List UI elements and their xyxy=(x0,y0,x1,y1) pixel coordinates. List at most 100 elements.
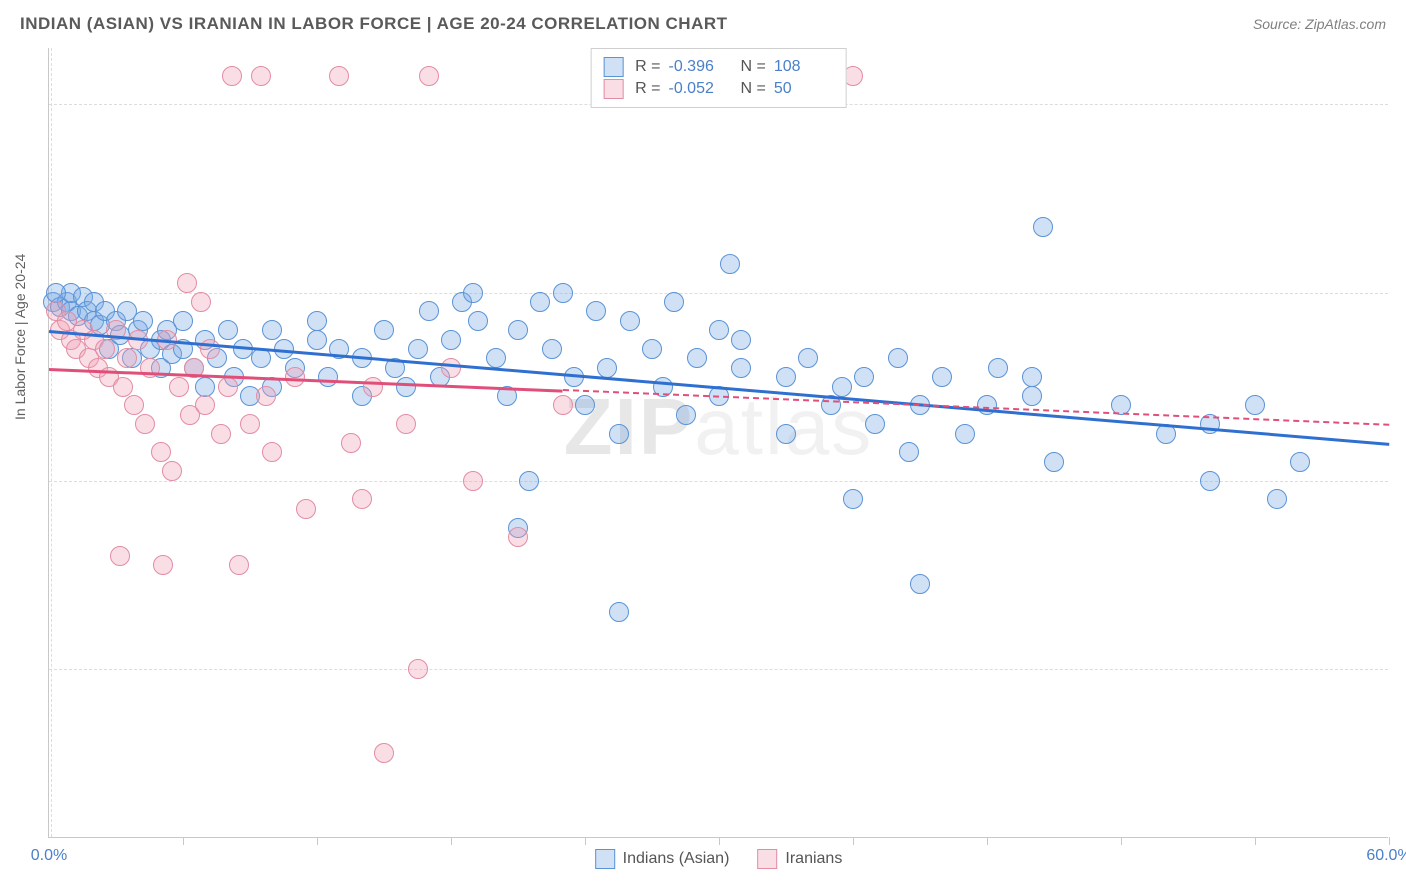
data-point xyxy=(296,499,316,519)
x-tick-label: 60.0% xyxy=(1366,847,1406,865)
data-point xyxy=(374,743,394,763)
data-point xyxy=(575,395,595,415)
data-point xyxy=(709,320,729,340)
legend-item: Iranians xyxy=(757,849,842,869)
data-point xyxy=(124,395,144,415)
legend-label: Iranians xyxy=(785,850,842,868)
x-tick-label: 0.0% xyxy=(31,847,67,865)
data-point xyxy=(211,424,231,444)
data-point xyxy=(441,330,461,350)
data-point xyxy=(687,348,707,368)
y-tick-label: 100.0% xyxy=(1396,95,1406,113)
x-tick xyxy=(1255,837,1256,845)
x-tick xyxy=(585,837,586,845)
data-point xyxy=(408,339,428,359)
n-value: 108 xyxy=(774,58,834,76)
data-point xyxy=(396,377,416,397)
data-point xyxy=(262,442,282,462)
x-tick xyxy=(183,837,184,845)
legend-swatch xyxy=(603,57,623,77)
series-legend: Indians (Asian) Iranians xyxy=(595,849,843,869)
data-point xyxy=(1200,471,1220,491)
data-point xyxy=(151,442,171,462)
data-point xyxy=(46,283,66,303)
data-point xyxy=(865,414,885,434)
data-point xyxy=(329,66,349,86)
data-point xyxy=(318,367,338,387)
data-point xyxy=(642,339,662,359)
data-point xyxy=(463,471,483,491)
scatter-chart: R =-0.396N =108R =-0.052N =50 ZIPatlas I… xyxy=(48,48,1388,838)
data-point xyxy=(1033,217,1053,237)
data-point xyxy=(888,348,908,368)
data-point xyxy=(798,348,818,368)
data-point xyxy=(597,358,617,378)
n-label: N = xyxy=(741,58,766,76)
data-point xyxy=(110,546,130,566)
data-point xyxy=(218,320,238,340)
data-point xyxy=(419,301,439,321)
gridline-horizontal xyxy=(49,669,1388,670)
data-point xyxy=(191,292,211,312)
data-point xyxy=(731,330,751,350)
data-point xyxy=(408,659,428,679)
x-tick xyxy=(1389,837,1390,845)
y-axis-label: In Labor Force | Age 20-24 xyxy=(12,254,28,420)
chart-title: INDIAN (ASIAN) VS IRANIAN IN LABOR FORCE… xyxy=(20,14,728,34)
data-point xyxy=(396,414,416,434)
data-point xyxy=(153,555,173,575)
gridline-vertical xyxy=(51,48,52,837)
data-point xyxy=(341,433,361,453)
data-point xyxy=(508,320,528,340)
x-tick xyxy=(987,837,988,845)
data-point xyxy=(519,471,539,491)
data-point xyxy=(843,489,863,509)
x-tick xyxy=(853,837,854,845)
data-point xyxy=(200,339,220,359)
x-tick xyxy=(317,837,318,845)
data-point xyxy=(222,66,242,86)
data-point xyxy=(162,461,182,481)
legend-label: Indians (Asian) xyxy=(623,850,730,868)
data-point xyxy=(955,424,975,444)
n-label: N = xyxy=(741,80,766,98)
data-point xyxy=(620,311,640,331)
data-point xyxy=(133,311,153,331)
data-point xyxy=(776,424,796,444)
data-point xyxy=(468,311,488,331)
data-point xyxy=(262,320,282,340)
data-point xyxy=(609,424,629,444)
data-point xyxy=(177,273,197,293)
n-value: 50 xyxy=(774,80,834,98)
data-point xyxy=(95,339,115,359)
data-point xyxy=(1044,452,1064,472)
data-point xyxy=(463,283,483,303)
y-tick-label: 60.0% xyxy=(1396,472,1406,490)
x-tick xyxy=(1121,837,1122,845)
legend-row: R =-0.052N =50 xyxy=(603,79,834,99)
source-credit: Source: ZipAtlas.com xyxy=(1253,16,1386,32)
legend-swatch xyxy=(757,849,777,869)
data-point xyxy=(195,395,215,415)
data-point xyxy=(352,489,372,509)
data-point xyxy=(609,602,629,622)
gridline-horizontal xyxy=(49,481,1388,482)
data-point xyxy=(229,555,249,575)
data-point xyxy=(910,574,930,594)
data-point xyxy=(664,292,684,312)
data-point xyxy=(251,66,271,86)
legend-row: R =-0.396N =108 xyxy=(603,57,834,77)
data-point xyxy=(586,301,606,321)
data-point xyxy=(251,348,271,368)
data-point xyxy=(542,339,562,359)
data-point xyxy=(419,66,439,86)
data-point xyxy=(676,405,696,425)
data-point xyxy=(117,348,137,368)
y-tick-label: 40.0% xyxy=(1396,660,1406,678)
data-point xyxy=(486,348,506,368)
data-point xyxy=(307,311,327,331)
data-point xyxy=(1267,489,1287,509)
data-point xyxy=(363,377,383,397)
x-tick xyxy=(451,837,452,845)
legend-item: Indians (Asian) xyxy=(595,849,730,869)
